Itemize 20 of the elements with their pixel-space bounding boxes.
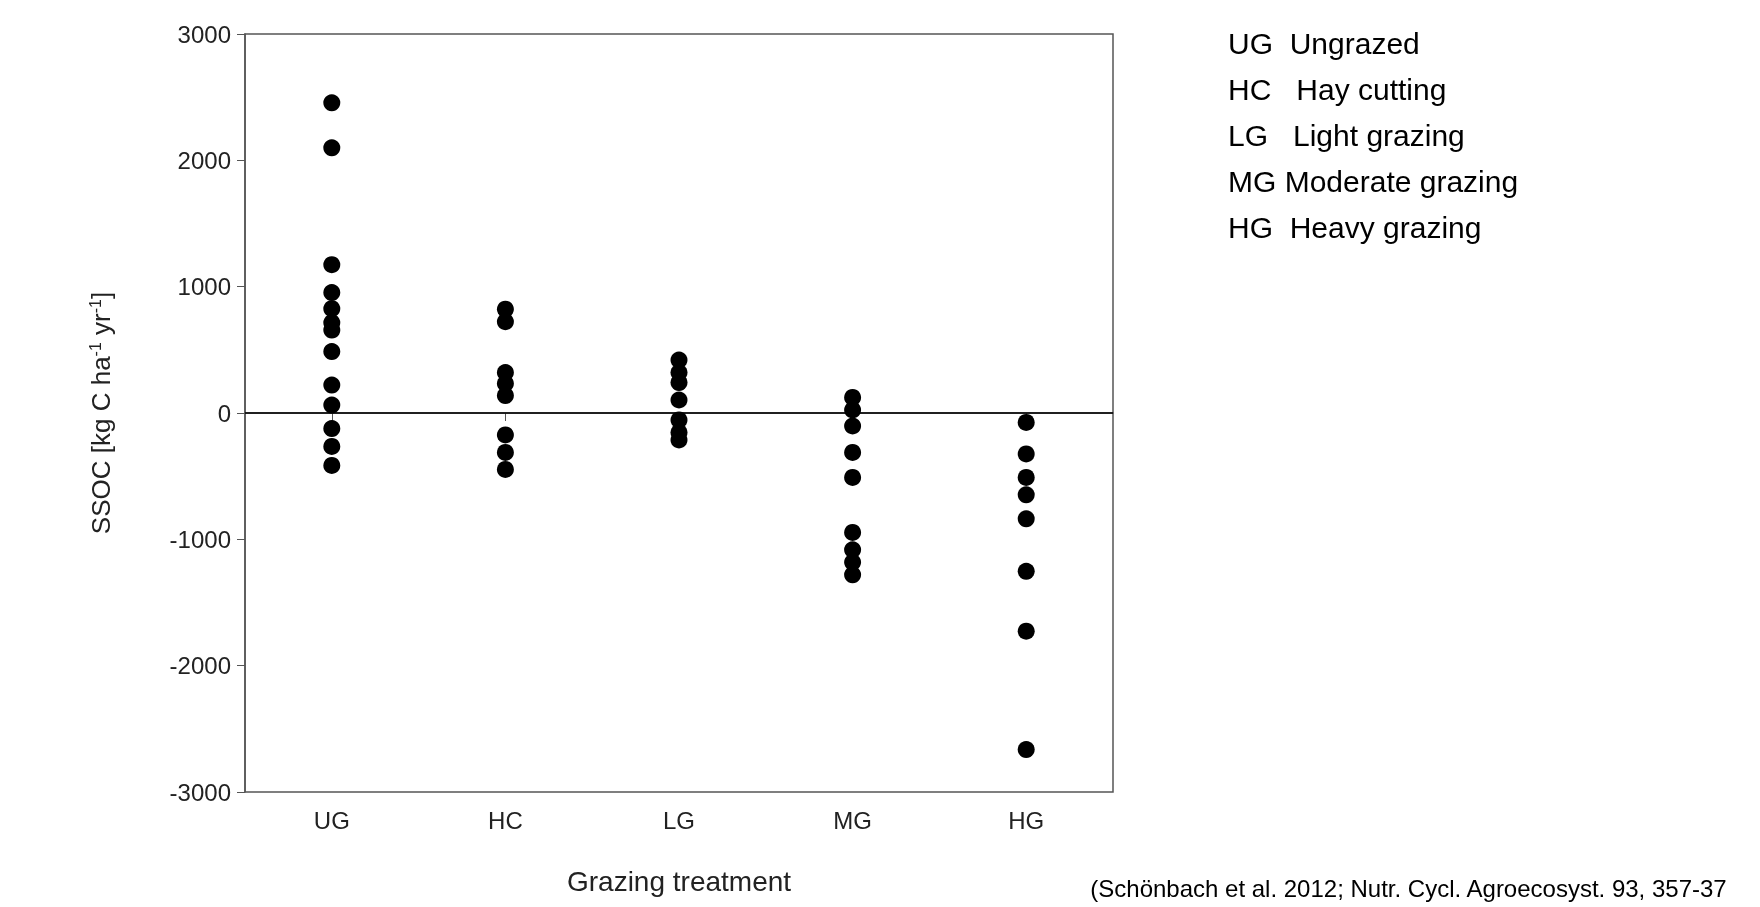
y-tick-label: 1000 bbox=[177, 273, 231, 301]
x-axis-title: Grazing treatment bbox=[566, 865, 792, 897]
x-tick-label: UG bbox=[313, 806, 350, 834]
x-tick-label: MG bbox=[833, 806, 872, 834]
text: UG Ungrazed bbox=[1228, 26, 1420, 60]
y-tick-label: 3000 bbox=[177, 20, 231, 48]
y-axis-title: SSOC [kg C ha-1 yr-1] bbox=[86, 291, 116, 535]
text: MG Moderate grazing bbox=[1228, 164, 1519, 198]
x-tick-label: HC bbox=[488, 806, 523, 834]
y-tick-label: -1000 bbox=[169, 525, 231, 553]
text: LG Light grazing bbox=[1228, 118, 1465, 152]
y-tick-label: -3000 bbox=[169, 778, 231, 806]
y-tick-label: 2000 bbox=[177, 146, 231, 174]
text: HC Hay cutting bbox=[1228, 72, 1447, 106]
text: (Schönbach et al. 2012; Nutr. Cycl. Agroecosyst. 93, 357-37 bbox=[1090, 874, 1727, 902]
x-tick-label: HG bbox=[1008, 806, 1045, 834]
text: HG Heavy grazing bbox=[1228, 210, 1482, 244]
y-tick-label: 0 bbox=[217, 399, 231, 427]
x-tick-label: LG bbox=[662, 806, 696, 834]
y-tick-label: -2000 bbox=[169, 652, 231, 680]
